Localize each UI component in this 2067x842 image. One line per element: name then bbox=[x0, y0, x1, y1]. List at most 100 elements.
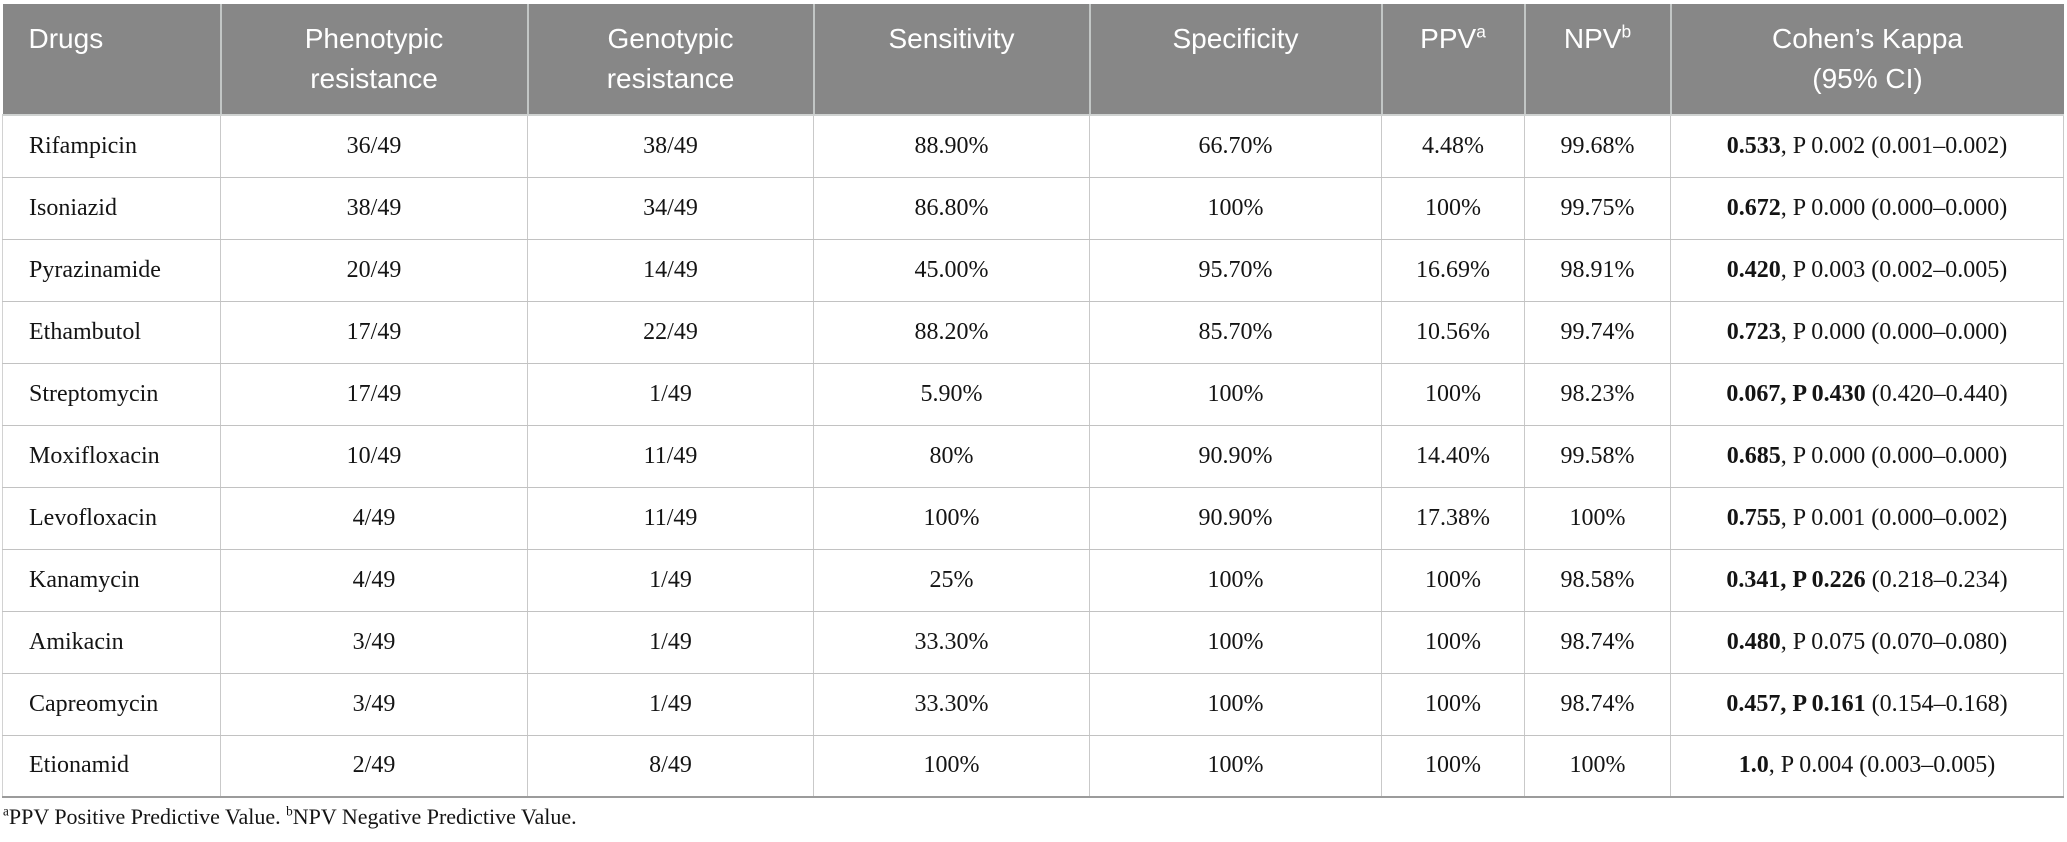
npv-cell: 99.74% bbox=[1524, 301, 1671, 364]
npv-cell: 98.74% bbox=[1524, 673, 1671, 736]
genotypic-resistance-cell: 8/49 bbox=[527, 735, 814, 798]
drug-name-cell: Amikacin bbox=[2, 611, 221, 674]
specificity-cell: 100% bbox=[1089, 611, 1382, 674]
sensitivity-cell: 45.00% bbox=[813, 239, 1090, 302]
npv-cell: 99.68% bbox=[1524, 115, 1671, 178]
kappa-ci-text: , P 0.075 (0.070–0.080) bbox=[1780, 628, 2008, 655]
phenotypic-resistance-cell: 17/49 bbox=[220, 363, 528, 426]
table-row: Capreomycin 3/49 1/49 33.30% 100% 100% 9… bbox=[2, 673, 2064, 736]
kappa-value-bold: 0.341, P 0.226 bbox=[1726, 566, 1866, 593]
footnote-text-ppv: PPV Positive Predictive Value. bbox=[8, 804, 287, 829]
npv-cell: 98.23% bbox=[1524, 363, 1671, 426]
sensitivity-cell: 33.30% bbox=[813, 673, 1090, 736]
npv-cell: 99.75% bbox=[1524, 177, 1671, 240]
drug-name-cell: Moxifloxacin bbox=[2, 425, 221, 488]
sensitivity-cell: 86.80% bbox=[813, 177, 1090, 240]
sensitivity-cell: 33.30% bbox=[813, 611, 1090, 674]
npv-cell: 98.91% bbox=[1524, 239, 1671, 302]
table-row: Moxifloxacin 10/49 11/49 80% 90.90% 14.4… bbox=[2, 425, 2064, 488]
kappa-value-bold: 0.672 bbox=[1726, 194, 1781, 221]
kappa-ci-text: , P 0.002 (0.001–0.002) bbox=[1780, 132, 2008, 159]
table-body: Rifampicin 36/49 38/49 88.90% 66.70% 4.4… bbox=[2, 115, 2064, 798]
table-row: Levofloxacin 4/49 11/49 100% 90.90% 17.3… bbox=[2, 487, 2064, 550]
ppv-cell: 100% bbox=[1381, 611, 1525, 674]
sensitivity-cell: 88.90% bbox=[813, 115, 1090, 178]
phenotypic-resistance-cell: 17/49 bbox=[220, 301, 528, 364]
sensitivity-cell: 80% bbox=[813, 425, 1090, 488]
table-row: Streptomycin 17/49 1/49 5.90% 100% 100% … bbox=[2, 363, 2064, 426]
drug-name-cell: Streptomycin bbox=[2, 363, 221, 426]
ppv-cell: 10.56% bbox=[1381, 301, 1525, 364]
phenotypic-resistance-cell: 10/49 bbox=[220, 425, 528, 488]
kappa-value-bold: 0.420 bbox=[1726, 256, 1781, 283]
drug-name-cell: Isoniazid bbox=[2, 177, 221, 240]
cohens-kappa-cell: 0.341, P 0.226 (0.218–0.234) bbox=[1670, 549, 2064, 612]
table-row: Ethambutol 17/49 22/49 88.20% 85.70% 10.… bbox=[2, 301, 2064, 364]
table-row: Etionamid 2/49 8/49 100% 100% 100% 100% … bbox=[2, 735, 2064, 798]
header-genotypic-resistance: Genotypic resistance bbox=[527, 4, 815, 116]
table-header: Drugs Phenotypic resistance Genotypic resi… bbox=[2, 4, 2064, 116]
cohens-kappa-cell: 0.723, P 0.000 (0.000–0.000) bbox=[1670, 301, 2064, 364]
npv-cell: 100% bbox=[1524, 735, 1671, 798]
drug-name-cell: Levofloxacin bbox=[2, 487, 221, 550]
table-row: Pyrazinamide 20/49 14/49 45.00% 95.70% 1… bbox=[2, 239, 2064, 302]
ppv-cell: 100% bbox=[1381, 363, 1525, 426]
ppv-cell: 100% bbox=[1381, 177, 1525, 240]
kappa-value-bold: 0.457, P 0.161 bbox=[1726, 690, 1866, 717]
genotypic-resistance-cell: 38/49 bbox=[527, 115, 814, 178]
drug-name-cell: Capreomycin bbox=[2, 673, 221, 736]
header-specificity: Specificity bbox=[1089, 4, 1383, 116]
genotypic-resistance-cell: 1/49 bbox=[527, 673, 814, 736]
phenotypic-resistance-cell: 20/49 bbox=[220, 239, 528, 302]
drug-name-cell: Pyrazinamide bbox=[2, 239, 221, 302]
header-phenotypic-resistance: Phenotypic resistance bbox=[220, 4, 529, 116]
cohens-kappa-cell: 0.533, P 0.002 (0.001–0.002) bbox=[1670, 115, 2064, 178]
sensitivity-cell: 25% bbox=[813, 549, 1090, 612]
npv-cell: 98.74% bbox=[1524, 611, 1671, 674]
kappa-ci-text: (0.154–0.168) bbox=[1865, 690, 2008, 717]
phenotypic-resistance-cell: 3/49 bbox=[220, 673, 528, 736]
drug-name-cell: Rifampicin bbox=[2, 115, 221, 178]
table-row: Amikacin 3/49 1/49 33.30% 100% 100% 98.7… bbox=[2, 611, 2064, 674]
kappa-ci-text: , P 0.003 (0.002–0.005) bbox=[1780, 256, 2008, 283]
ppv-cell: 100% bbox=[1381, 673, 1525, 736]
footnote-text-npv: NPV Negative Predictive Value. bbox=[292, 804, 577, 829]
phenotypic-resistance-cell: 4/49 bbox=[220, 549, 528, 612]
drug-name-cell: Ethambutol bbox=[2, 301, 221, 364]
genotypic-resistance-cell: 22/49 bbox=[527, 301, 814, 364]
specificity-cell: 100% bbox=[1089, 735, 1382, 798]
drug-concordance-table-wrap: Drugs Phenotypic resistance Genotypic resi… bbox=[2, 4, 2064, 798]
kappa-ci-text: , P 0.000 (0.000–0.000) bbox=[1780, 194, 2008, 221]
npv-cell: 99.58% bbox=[1524, 425, 1671, 488]
header-row: Drugs Phenotypic resistance Genotypic resi… bbox=[2, 4, 2064, 116]
specificity-cell: 100% bbox=[1089, 673, 1382, 736]
genotypic-resistance-cell: 1/49 bbox=[527, 549, 814, 612]
genotypic-resistance-cell: 1/49 bbox=[527, 611, 814, 674]
kappa-ci-text: (0.420–0.440) bbox=[1865, 380, 2008, 407]
kappa-ci-text: , P 0.004 (0.003–0.005) bbox=[1768, 752, 1996, 779]
header-sensitivity: Sensitivity bbox=[813, 4, 1091, 116]
kappa-value-bold: 0.067, P 0.430 bbox=[1726, 380, 1866, 407]
cohens-kappa-cell: 0.685, P 0.000 (0.000–0.000) bbox=[1670, 425, 2064, 488]
kappa-ci-text: , P 0.001 (0.000–0.002) bbox=[1780, 504, 2008, 531]
genotypic-resistance-cell: 1/49 bbox=[527, 363, 814, 426]
table-row: Isoniazid 38/49 34/49 86.80% 100% 100% 9… bbox=[2, 177, 2064, 240]
specificity-cell: 85.70% bbox=[1089, 301, 1382, 364]
kappa-ci-text: , P 0.000 (0.000–0.000) bbox=[1780, 318, 2008, 345]
ppv-cell: 14.40% bbox=[1381, 425, 1525, 488]
kappa-ci-text: (0.218–0.234) bbox=[1865, 566, 2008, 593]
footnote-marker-b: b bbox=[286, 803, 293, 819]
header-ppv: PPVa bbox=[1381, 4, 1526, 116]
ppv-cell: 4.48% bbox=[1381, 115, 1525, 178]
sensitivity-cell: 100% bbox=[813, 735, 1090, 798]
sensitivity-cell: 100% bbox=[813, 487, 1090, 550]
genotypic-resistance-cell: 11/49 bbox=[527, 487, 814, 550]
cohens-kappa-cell: 0.067, P 0.430 (0.420–0.440) bbox=[1670, 363, 2064, 426]
kappa-value-bold: 0.723 bbox=[1726, 318, 1781, 345]
drug-name-cell: Kanamycin bbox=[2, 549, 221, 612]
cohens-kappa-cell: 0.672, P 0.000 (0.000–0.000) bbox=[1670, 177, 2064, 240]
npv-cell: 100% bbox=[1524, 487, 1671, 550]
specificity-cell: 90.90% bbox=[1089, 425, 1382, 488]
npv-cell: 98.58% bbox=[1524, 549, 1671, 612]
footnote-marker-a: a bbox=[3, 803, 9, 819]
